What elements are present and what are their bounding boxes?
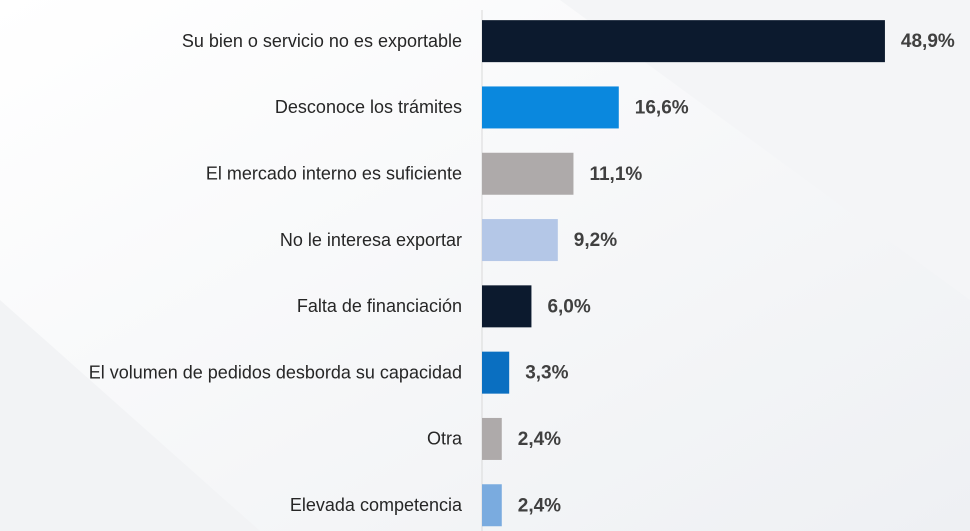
category-label: El volumen de pedidos desborda su capaci… xyxy=(89,362,462,382)
value-label: 3,3% xyxy=(525,363,568,384)
category-label: Otra xyxy=(427,429,463,449)
bar xyxy=(482,351,510,394)
category-label: Elevada competencia xyxy=(290,495,463,515)
category-label: El mercado interno es suficiente xyxy=(206,164,462,184)
bar xyxy=(482,219,558,262)
bar xyxy=(482,86,619,129)
bar xyxy=(482,152,574,195)
value-label: 16,6% xyxy=(635,97,689,118)
category-label: No le interesa exportar xyxy=(280,230,462,250)
category-label: Su bien o servicio no es exportable xyxy=(182,31,462,51)
value-label: 9,2% xyxy=(574,230,617,251)
bar xyxy=(482,285,532,328)
bar xyxy=(482,417,502,460)
value-label: 2,4% xyxy=(518,495,561,516)
bar xyxy=(482,484,502,527)
value-label: 11,1% xyxy=(589,164,642,185)
value-label: 48,9% xyxy=(901,31,955,52)
value-label: 6,0% xyxy=(547,296,590,317)
background-shape xyxy=(0,300,260,531)
bar xyxy=(482,20,885,63)
category-label: Falta de financiación xyxy=(297,296,462,316)
background-shape xyxy=(560,0,970,300)
category-label: Desconoce los trámites xyxy=(275,97,462,117)
value-label: 2,4% xyxy=(518,429,561,450)
